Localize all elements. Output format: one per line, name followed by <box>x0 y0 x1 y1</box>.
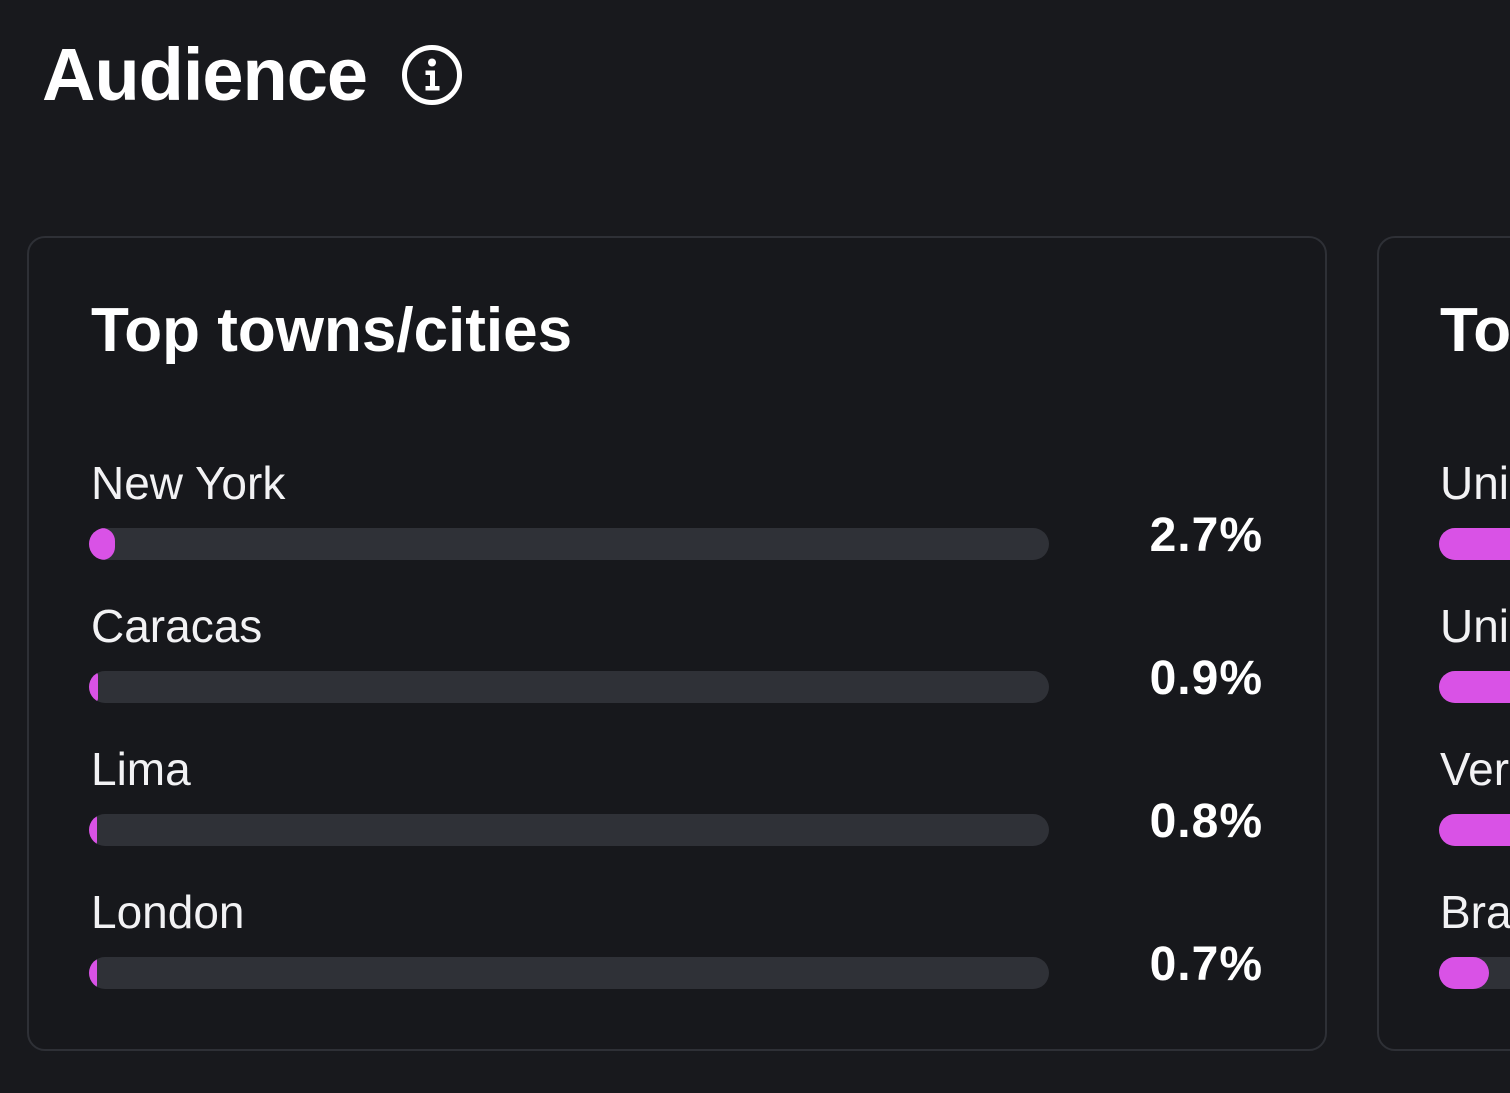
city-label: Lima <box>91 743 191 795</box>
city-bar-fill <box>89 814 97 846</box>
top-countries-card: To Uni Uni Ver Bra <box>1377 236 1510 1051</box>
city-percent: 0.9% <box>1149 652 1263 705</box>
country-row: Uni <box>1379 603 1510 746</box>
country-bar-track <box>1439 528 1510 560</box>
city-label: London <box>91 886 245 938</box>
country-bar-track <box>1439 671 1510 703</box>
country-bar-track <box>1439 957 1510 989</box>
city-bar-track <box>89 671 1049 703</box>
country-bar-fill <box>1439 671 1510 703</box>
city-label: Caracas <box>91 600 263 652</box>
country-label: Bra <box>1440 886 1510 938</box>
page-header: Audience <box>42 30 463 120</box>
city-bar-track <box>89 528 1049 560</box>
country-bar-fill <box>1439 814 1510 846</box>
country-label: Uni <box>1440 457 1510 509</box>
country-row: Uni <box>1379 460 1510 603</box>
country-row: Bra <box>1379 889 1510 1032</box>
country-row: Ver <box>1379 746 1510 889</box>
city-percent: 0.7% <box>1149 938 1263 991</box>
top-towns-cities-card: Top towns/cities New York 2.7% Caracas 0… <box>27 236 1327 1051</box>
city-bar-track <box>89 957 1049 989</box>
city-bar-fill <box>89 528 115 560</box>
page-title: Audience <box>42 33 368 116</box>
country-bar-fill <box>1439 528 1510 560</box>
city-percent: 2.7% <box>1149 509 1263 562</box>
country-bar-track <box>1439 814 1510 846</box>
country-bar-fill <box>1439 957 1489 989</box>
city-row: London 0.7% <box>29 889 1325 1032</box>
city-bar-fill <box>89 671 98 703</box>
city-row: New York 2.7% <box>29 460 1325 603</box>
country-label: Ver <box>1440 743 1510 795</box>
city-label: New York <box>91 457 286 509</box>
card-title: To <box>1440 296 1510 365</box>
city-percent: 0.8% <box>1149 795 1263 848</box>
city-row: Caracas 0.9% <box>29 603 1325 746</box>
country-label: Uni <box>1440 600 1510 652</box>
city-bar-track <box>89 814 1049 846</box>
card-title: Top towns/cities <box>91 296 573 365</box>
info-icon[interactable] <box>401 44 463 106</box>
city-row: Lima 0.8% <box>29 746 1325 889</box>
city-bar-fill <box>89 957 97 989</box>
